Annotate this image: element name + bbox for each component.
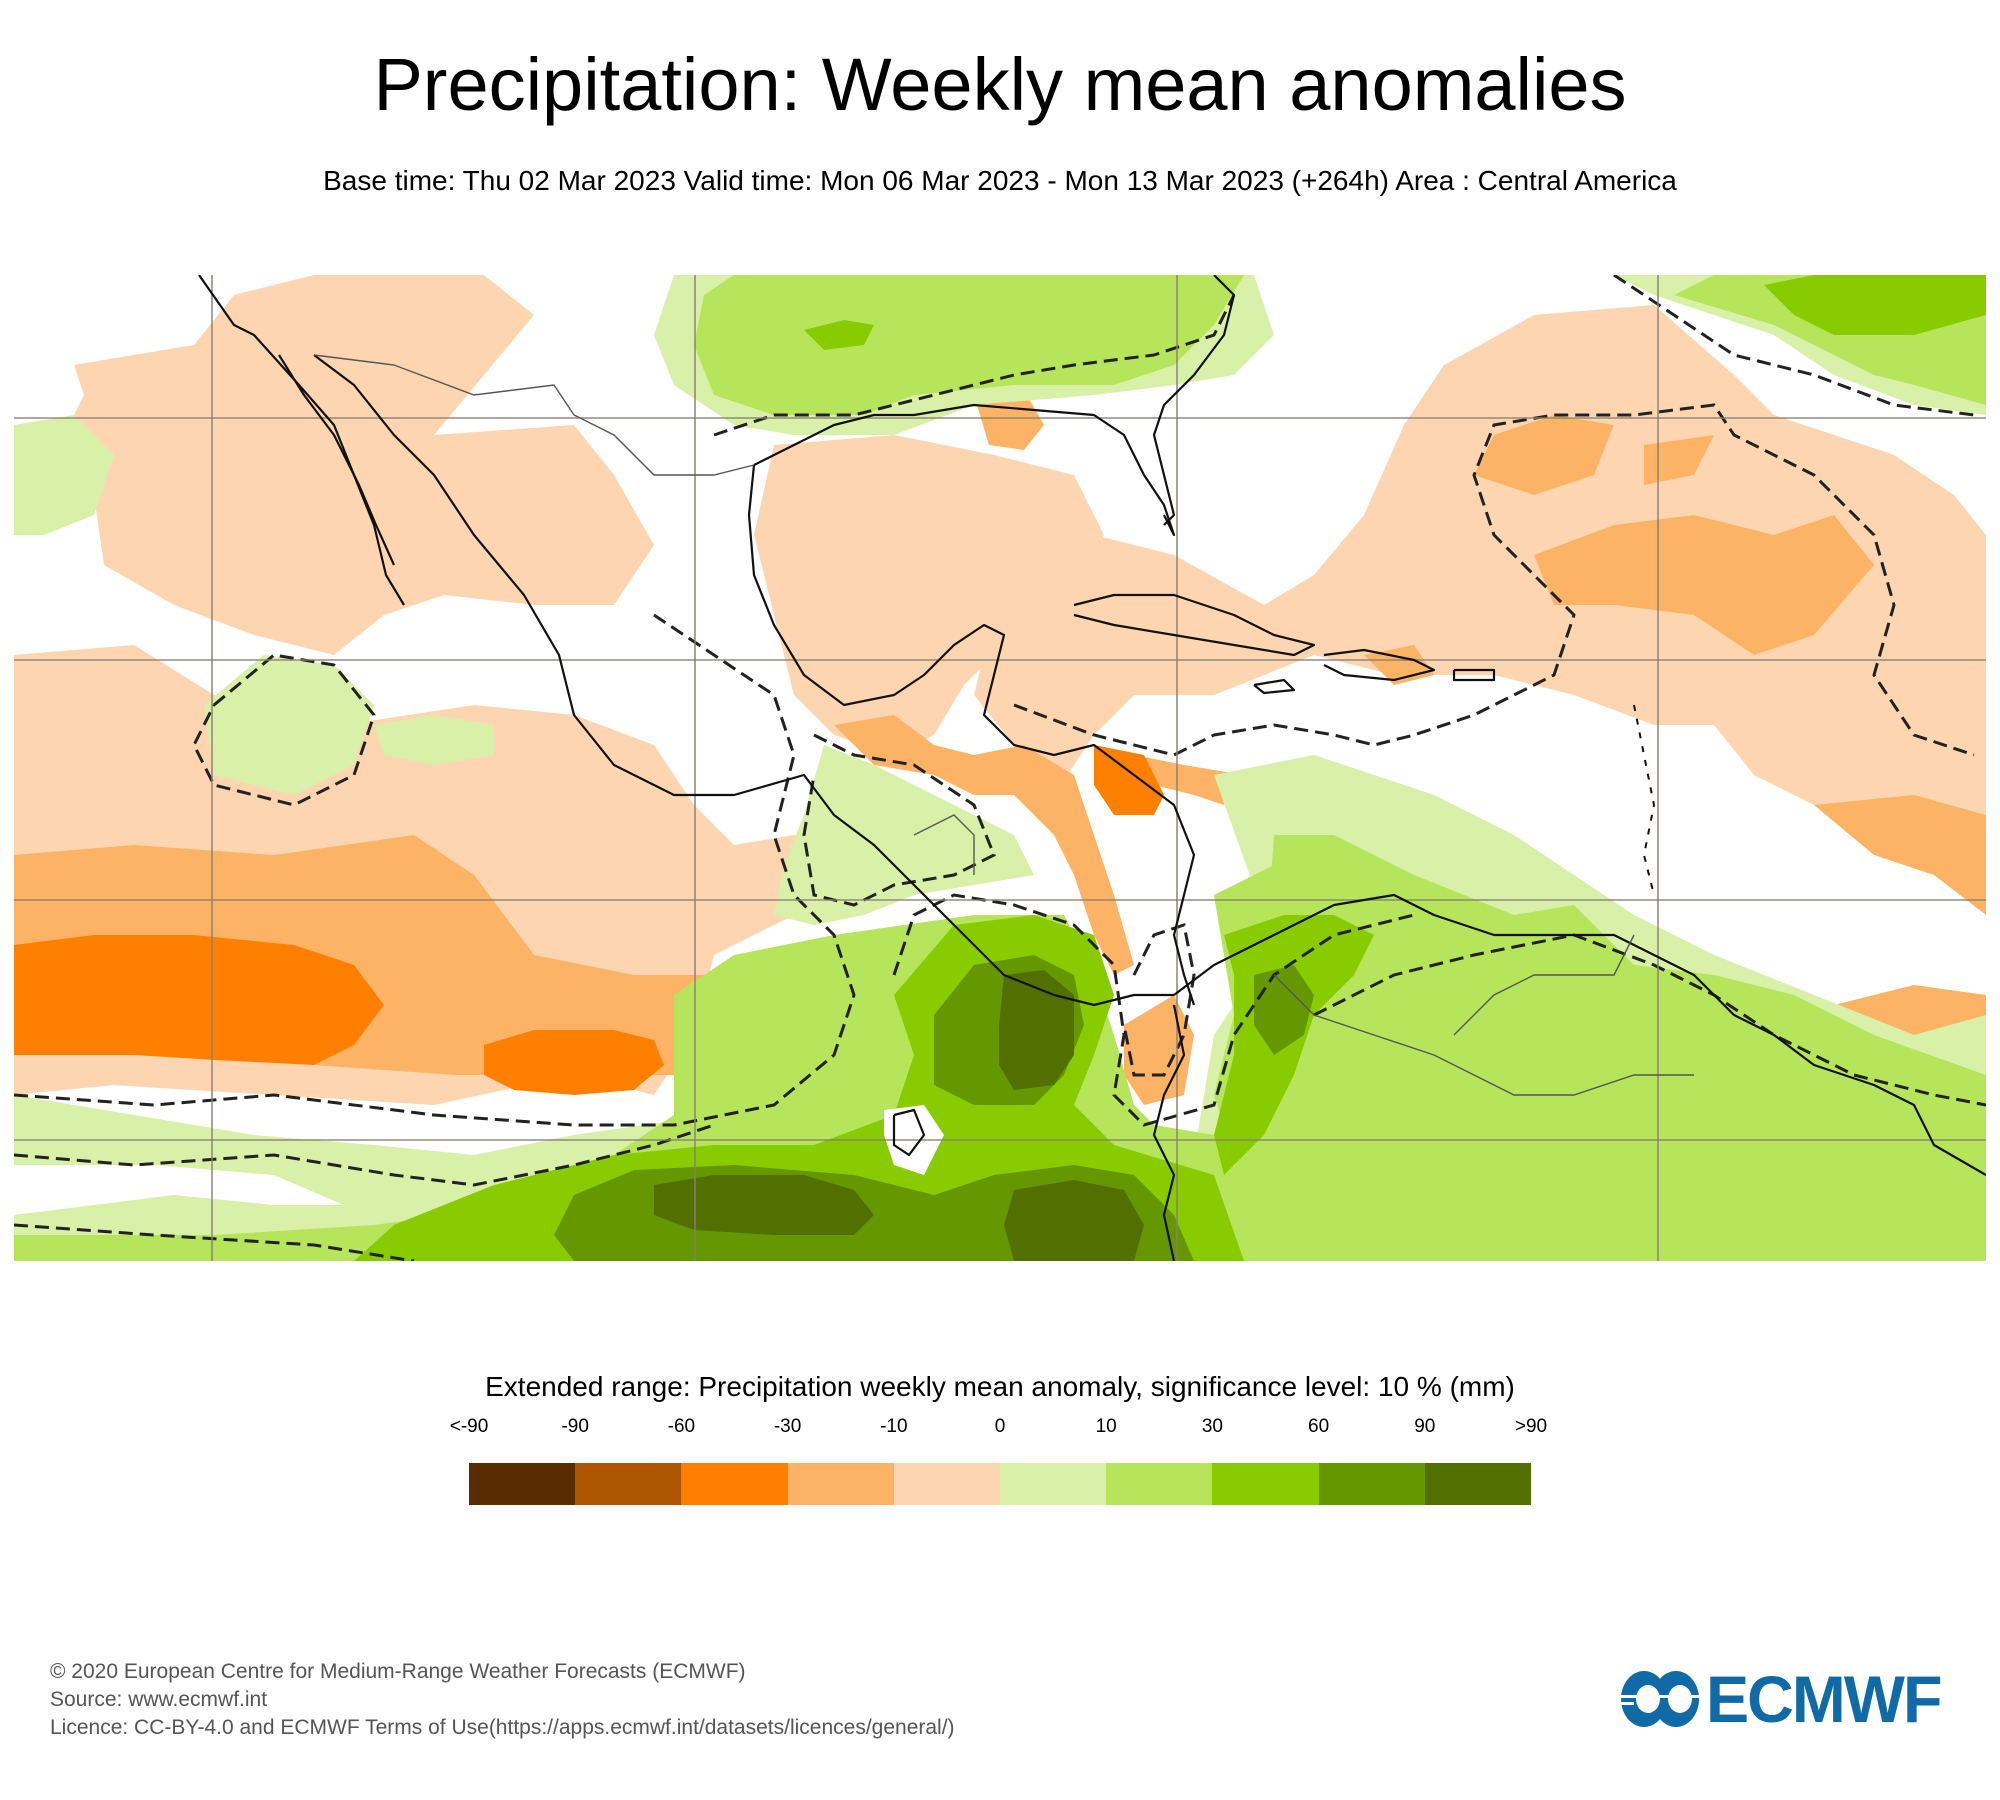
coastlines <box>198 275 1986 1261</box>
colorbar-swatch <box>787 1463 894 1505</box>
anomaly-region-honduras-core <box>1094 745 1164 815</box>
anomaly-region-gulf-of-mexico <box>754 435 1104 755</box>
copyright-text: © 2020 European Centre for Medium-Range … <box>50 1660 746 1683</box>
anomaly-region-atlantic-patch-3 <box>1644 435 1714 485</box>
anomaly-region-amazon <box>1234 835 1986 1261</box>
anomaly-region-panama-bight-core <box>999 970 1074 1090</box>
significance-contour <box>802 733 996 907</box>
anomaly-region-mexico-pacific <box>54 275 654 655</box>
coastline-jamaica <box>1253 678 1296 695</box>
anomaly-region-atlantic-patch-1 <box>1474 415 1614 495</box>
anomaly-region-colombia-dark <box>1254 965 1314 1055</box>
coastline-south-america-north <box>1173 893 1986 1176</box>
anomaly-region-gulf-of-tehuantepec <box>774 745 1034 925</box>
coastline-galapagos <box>892 1108 926 1157</box>
anomaly-region-southern-us <box>694 275 1244 415</box>
footer: © 2020 European Centre for Medium-Range … <box>50 1658 955 1742</box>
colorbar-tick-label: 0 <box>994 1416 1006 1437</box>
anomaly-region-north-atlantic-core <box>1764 275 1986 335</box>
colorbar-tick-label: -30 <box>773 1416 802 1437</box>
coastline-cuba <box>1073 593 1316 657</box>
anomaly-fills <box>14 275 1986 1261</box>
colorbar-tick-label: 10 <box>1095 1416 1117 1437</box>
colorbar-swatch <box>681 1463 788 1505</box>
ecmwf-logo-text: ECMWF <box>1706 1662 1942 1736</box>
coastline-us-gulf <box>753 403 1176 537</box>
colorbar-tick-label: -60 <box>667 1416 696 1437</box>
significance-contour <box>14 613 856 1127</box>
significance-contour <box>192 653 376 807</box>
legend-tick-labels: <-90 -90 -60 -30 -10 0 10 30 60 90 >90 <box>450 1416 1547 1440</box>
anomaly-region-caribbean-patch <box>1134 755 1244 805</box>
colorbar-tick-label: 30 <box>1201 1416 1223 1437</box>
significance-contour <box>1313 933 1986 1107</box>
anomaly-region-caribbean-atlantic <box>974 305 1986 915</box>
colorbar-tick-label: >90 <box>1514 1416 1548 1437</box>
coastline-baja-west <box>198 275 405 606</box>
colorbar-swatch <box>1424 1463 1532 1505</box>
ecmwf-logo: ECMWF <box>1620 1662 1945 1736</box>
significance-contour <box>14 1223 415 1261</box>
colorbar-tick-label: -90 <box>561 1416 589 1437</box>
legend-title: Extended range: Precipitation weekly mea… <box>485 1371 1515 1402</box>
coastline-gulf-mexico-yucatan-caribbean <box>747 464 1196 1006</box>
licence-text: Licence: CC-BY-4.0 and ECMWF Terms of Us… <box>50 1716 955 1739</box>
anomaly-region-northwest-pacific <box>14 415 114 535</box>
colorbar-tick-label: 90 <box>1414 1416 1436 1437</box>
anomaly-region-guianas-offshore <box>1814 795 1986 915</box>
map-gridlines <box>14 275 1986 1261</box>
colorbar-swatch <box>469 1463 576 1505</box>
colorbar <box>469 1463 1532 1505</box>
border-guatemala-belize <box>913 814 975 875</box>
coastline-puerto-rico <box>1452 668 1496 682</box>
significance-contour <box>1013 403 1975 757</box>
significance-contour <box>713 294 1236 437</box>
anomaly-region-pacific-isolated <box>204 655 374 795</box>
significance-contours <box>14 275 1986 1261</box>
colorbar-swatch <box>1212 1463 1319 1505</box>
chart-title: Precipitation: Weekly mean anomalies <box>373 43 1627 126</box>
source-text: Source: www.ecmwf.int <box>50 1688 268 1711</box>
anomaly-region-southern-us-core <box>804 320 874 350</box>
coastline-florida-east <box>1152 275 1236 526</box>
colorbar-swatch <box>575 1463 682 1505</box>
colorbar-tick-label: -10 <box>880 1416 908 1437</box>
anomaly-region-atlantic-patch-2 <box>1534 515 1874 655</box>
border-us-mexico <box>313 354 755 476</box>
anomaly-region-galapagos-core-east <box>1004 1180 1144 1261</box>
border-venezuela-guyana <box>1453 934 1635 1036</box>
anomaly-region-gulf-patch <box>974 390 1044 450</box>
coastline-lesser-antilles <box>1633 704 1656 896</box>
significance-contour <box>1122 923 1196 1077</box>
coastline-baja-east <box>278 354 396 566</box>
anomaly-map <box>14 275 1986 1261</box>
colorbar-tick-label: 60 <box>1308 1416 1330 1437</box>
significance-contour <box>892 893 1415 1127</box>
border-colombia-venezuela-brazil <box>1273 974 1694 1096</box>
colorbar-swatch <box>1106 1463 1213 1505</box>
colorbar-tick-label: <-90 <box>449 1416 489 1437</box>
colorbar-swatch <box>893 1463 1001 1505</box>
anomaly-region-pacific-isolated-2 <box>374 715 494 765</box>
significance-contour <box>14 1123 715 1187</box>
significance-contour <box>1613 275 1975 417</box>
anomaly-region-central-america-coast <box>834 715 1134 975</box>
coastline-hispaniola <box>1323 648 1436 682</box>
colorbar-swatch <box>1318 1463 1425 1505</box>
coastline-colombia-ecuador-pacific <box>1152 1004 1186 1261</box>
chart-subtitle: Base time: Thu 02 Mar 2023 Valid time: M… <box>323 165 1677 196</box>
ecmwf-logo-icon <box>1620 1671 1700 1727</box>
anomaly-region-galapagos-core-west <box>654 1175 874 1235</box>
anomaly-region-pacific-core-west <box>14 935 384 1065</box>
anomaly-region-pacific-core-east <box>484 1030 664 1095</box>
coastline-pacific-mainland <box>313 354 1174 1007</box>
colorbar-swatch <box>1000 1463 1107 1505</box>
